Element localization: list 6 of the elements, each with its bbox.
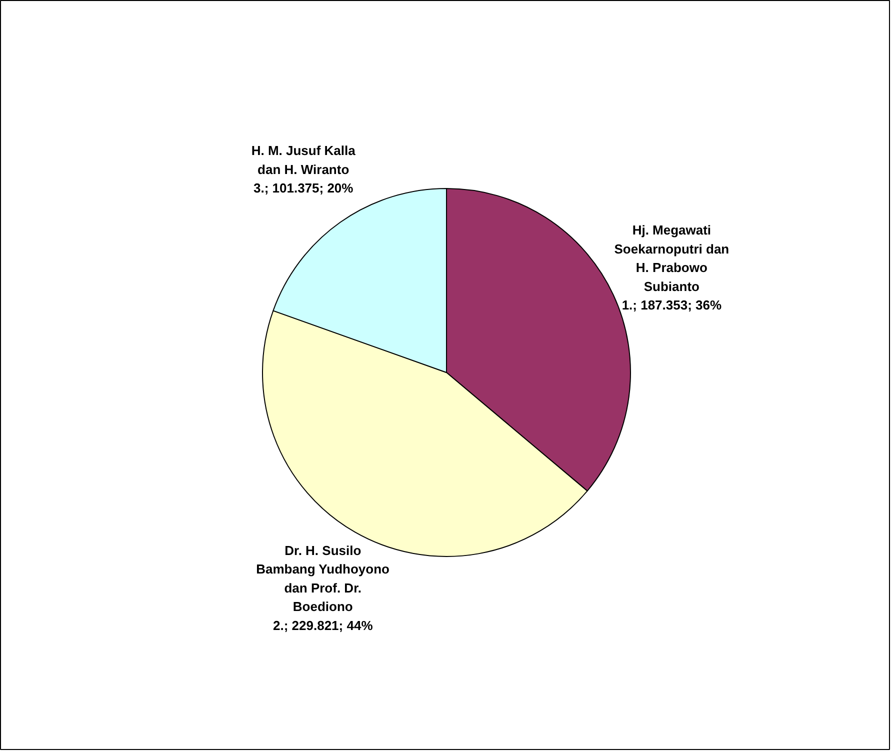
data-label: 2.; 229.821; 44% [273, 618, 374, 633]
data-label: 1.; 187.353; 36% [622, 298, 722, 313]
slice-label: Dr. H. Susilo Bambang Yudhoyono dan Prof. Dr. Boediono [256, 542, 390, 614]
slice-label: Hj. Megawati Soekarnoputri dan H. Prabowo Subianto [614, 222, 730, 294]
slice-label: H. M. Jusuf Kalla dan H. Wiranto [251, 143, 356, 177]
data-label: 3.; 101.375; 20% [253, 180, 354, 196]
